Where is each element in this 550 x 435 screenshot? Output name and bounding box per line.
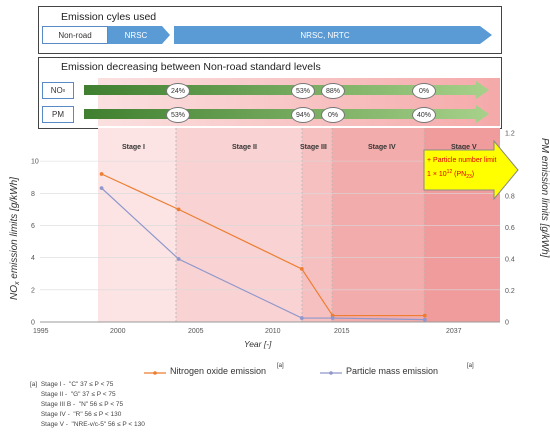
nox-series [99,172,427,318]
footnote-5: Stage V - "NRE-v/c-5" 56 ≤ P < 130 [30,421,145,428]
y-right-tick-0: 0 [505,320,509,327]
y-left-tick-4: 4 [31,255,35,262]
nox-point-2012 [299,267,304,271]
footnote-4: Stage IV - "R" 56 ≤ P < 130 [30,411,122,418]
y-left-label: NOx emission limits [g/kWh] [9,177,21,300]
nox-point-2004 [176,207,181,212]
nonroad-box: Non-road [42,26,108,44]
particle-number-callout [423,139,519,201]
y-left-tick-0: 0 [31,320,35,327]
callout-line1: + Particle number limit [427,157,496,164]
legend-pm-label: Particle mass emission [346,366,439,376]
stage-bg-4 [332,128,424,322]
pm-pct-1: 53% [166,107,190,123]
x-ticks: 1995 2000 2005 2010 2015 2037 [33,328,462,335]
pm-point-2012 [299,316,304,320]
y-left-tick-2: 2 [31,287,35,294]
x-tick-1995: 1995 [33,328,49,335]
x-tick-2037: 2037 [446,328,462,335]
y-left-tick-6: 6 [31,223,35,230]
stage-bg-1 [98,128,176,322]
x-tick-2000: 2000 [110,328,126,335]
pm-pct-3: 0% [321,107,345,123]
nox-pct-2: 53% [291,83,315,99]
stage-label-4: Stage IV [368,144,396,151]
y-right-tick-0.8: 0.8 [505,194,515,201]
stage-label-1: Stage I [122,144,145,151]
nrsc-arrows [108,26,492,44]
nrsc-nrtc-label: NRSC, NRTC [300,30,350,40]
y-left-ticks: 0 2 4 6 8 10 [31,159,39,327]
pm-pct-2: 94% [291,107,315,123]
emission-decrease-title: Emission decreasing between Non-road sta… [61,61,321,73]
nrsc-nrtc-arrow [174,26,492,44]
pm-point-1999 [99,186,104,191]
emission-limits-chart: Stage I Stage II Stage III Stage IV Stag… [9,128,550,349]
nrsc-label: NRSC [124,30,148,40]
y-right-label: PM emission limits [g/kWh] [539,138,550,258]
x-tick-2015: 2015 [334,328,350,335]
emission-cycles-title: Emission cyles used [61,11,157,23]
x-axis-label: Year [-] [244,339,272,349]
pm-point-2019 [422,317,427,322]
callout-line2: 1 × 1012 (PN23) [427,169,474,180]
y-right-tick-0.2: 0.2 [505,288,515,295]
y-left-tick-8: 8 [31,191,35,198]
nox-point-1999 [99,172,104,176]
legend: Nitrogen oxide emission [a] Particle mas… [144,363,524,380]
x-tick-2010: 2010 [265,328,281,335]
legend-nox-label: Nitrogen oxide emission [170,366,267,376]
stage-bg-2 [176,128,302,322]
pm-series [99,186,427,322]
footnote-1: [a] Stage I - "C" 37 ≤ P < 75 [30,381,114,388]
pm-pct-4: 40% [412,107,436,123]
stage-label-3: Stage III [300,144,327,151]
nox-pct-3: 88% [321,83,345,99]
y-right-tick-0.6: 0.6 [505,225,515,232]
pm-point-2004 [176,257,181,261]
nrsc-arrow [108,26,170,44]
nox-point-2019 [422,313,427,318]
legend-pm-sup: [a] [467,363,474,369]
footnote-2: Stage II - "G" 37 ≤ P < 75 [30,391,116,398]
pm-box: PM [42,106,74,123]
legend-nox-sup: [a] [277,363,284,369]
y-right-tick-1.2: 1.2 [505,131,515,138]
pm-point-2014 [330,316,335,320]
x-tick-2005: 2005 [188,328,204,335]
nox-box: NO x [42,82,74,99]
stage-label-5: Stage V [451,144,477,151]
nox-pct-4: 0% [412,83,436,99]
nox-pct-1: 24% [166,83,190,99]
y-right-tick-0.4: 0.4 [505,257,515,264]
stage-label-2: Stage II [232,144,257,151]
y-left-tick-10: 10 [31,159,39,166]
footnote-3: Stage III B - "N" 56 ≤ P < 75 [30,401,124,408]
